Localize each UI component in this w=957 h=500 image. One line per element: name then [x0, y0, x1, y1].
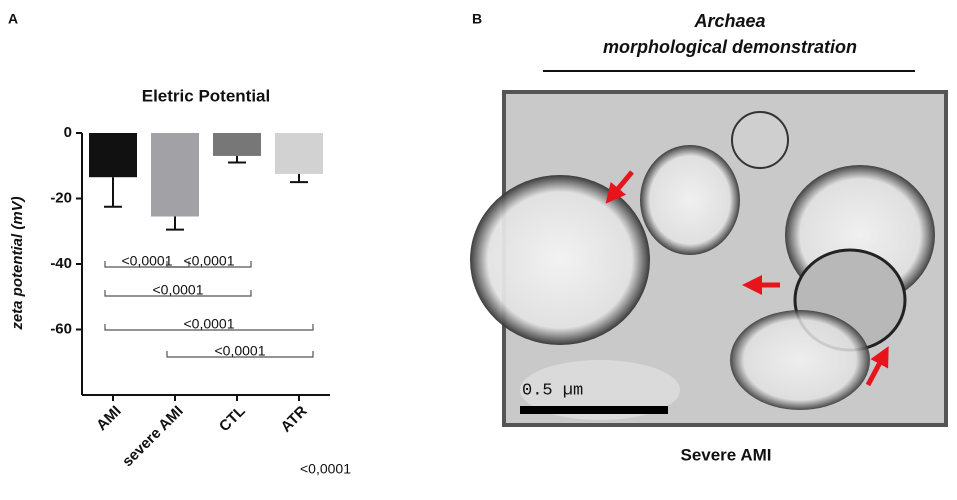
comparison-bracket — [166, 261, 252, 268]
bar — [89, 133, 137, 178]
y-tick-label: -40 — [50, 255, 72, 272]
comparison-bracket — [104, 324, 314, 331]
panel-label: A — [8, 11, 18, 27]
bar — [151, 133, 199, 217]
panel-subtitle: morphological demonstration — [603, 37, 857, 57]
panel-label: B — [472, 11, 482, 27]
image-caption: Severe AMI — [680, 445, 771, 464]
x-tick-label: CTL — [216, 403, 249, 436]
comparison-bracket — [166, 351, 314, 358]
panel-title: Archaea — [693, 11, 765, 31]
comparison-label: <0,0001 — [215, 343, 266, 359]
comparison-label: <0,0001 — [122, 253, 173, 269]
comparison-label: <0,0001 — [184, 253, 235, 269]
comparison-label: <0,0001 — [153, 282, 204, 298]
x-tick-label: ATR — [278, 402, 311, 435]
footnote: <0,0001 — [300, 461, 351, 477]
y-axis-label: zeta potential (mV) — [9, 196, 26, 330]
bar — [275, 133, 323, 174]
micrograph — [470, 90, 948, 427]
y-tick-label: -60 — [50, 320, 72, 337]
x-tick-label: AMI — [93, 403, 124, 434]
y-tick-label: -20 — [50, 189, 72, 206]
comparison-bracket — [104, 290, 252, 297]
y-tick-label: 0 — [64, 124, 72, 141]
comparison-bracket — [104, 261, 190, 268]
x-tick-label: severe AMI — [119, 403, 187, 471]
comparison-label: <0,0001 — [184, 316, 235, 332]
bar — [213, 133, 261, 156]
chart-title: Eletric Potential — [142, 86, 270, 105]
scale-bar-label: 0.5 µm — [522, 381, 583, 400]
